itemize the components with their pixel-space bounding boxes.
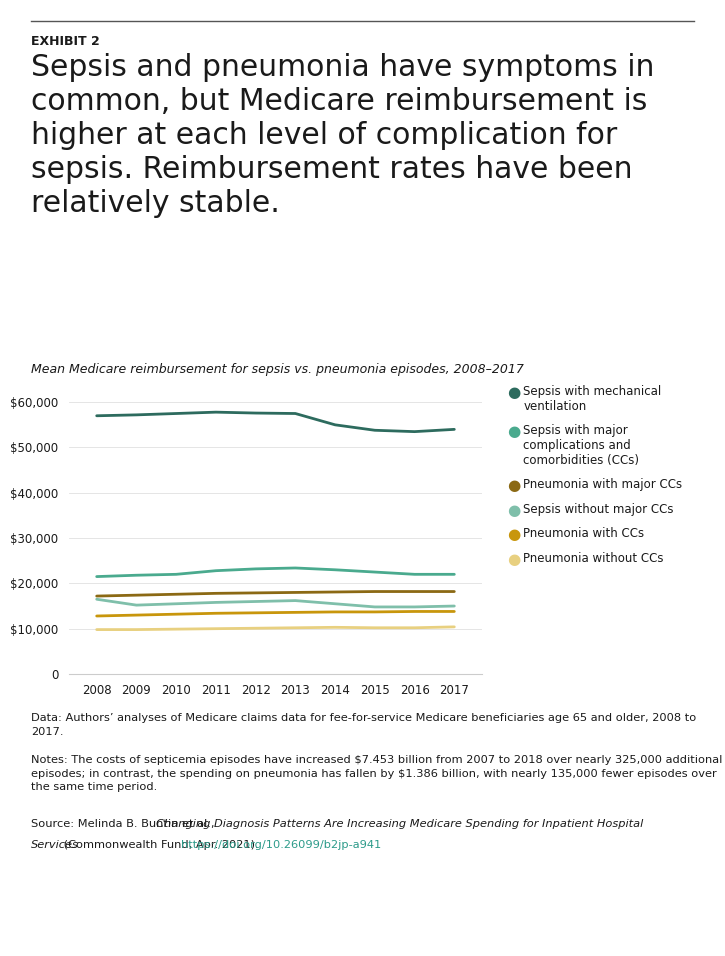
Text: (Commonwealth Fund, Apr. 2021).: (Commonwealth Fund, Apr. 2021). [60, 840, 262, 850]
Text: Data: Authors’ analyses of Medicare claims data for fee-for-service Medicare ben: Data: Authors’ analyses of Medicare clai… [31, 713, 697, 737]
Text: complications and: complications and [523, 440, 631, 452]
Text: ●: ● [507, 528, 521, 542]
Text: Sepsis and pneumonia have symptoms in
common, but Medicare reimbursement is
high: Sepsis and pneumonia have symptoms in co… [31, 53, 655, 218]
Text: Services: Services [31, 840, 79, 850]
Text: Source: Melinda B. Buntin et al.,: Source: Melinda B. Buntin et al., [31, 819, 218, 829]
Text: Pneumonia with CCs: Pneumonia with CCs [523, 528, 645, 540]
Text: ●: ● [507, 479, 521, 493]
Text: Sepsis with major: Sepsis with major [523, 424, 628, 438]
Text: Pneumonia without CCs: Pneumonia without CCs [523, 552, 664, 565]
Text: ventilation: ventilation [523, 401, 587, 413]
Text: EXHIBIT 2: EXHIBIT 2 [31, 35, 100, 49]
Text: ●: ● [507, 424, 521, 440]
Text: https://doi.org/10.26099/b2jp-a941: https://doi.org/10.26099/b2jp-a941 [181, 840, 381, 850]
Text: ●: ● [507, 503, 521, 518]
Text: ●: ● [507, 385, 521, 401]
Text: Sepsis with mechanical: Sepsis with mechanical [523, 385, 662, 399]
Text: comorbidities (CCs): comorbidities (CCs) [523, 454, 639, 467]
Text: Pneumonia with major CCs: Pneumonia with major CCs [523, 479, 682, 491]
Text: Sepsis without major CCs: Sepsis without major CCs [523, 503, 674, 516]
Text: Notes: The costs of septicemia episodes have increased $7.453 billion from 2007 : Notes: The costs of septicemia episodes … [31, 755, 723, 793]
Text: ●: ● [507, 552, 521, 567]
Text: Changing Diagnosis Patterns Are Increasing Medicare Spending for Inpatient Hospi: Changing Diagnosis Patterns Are Increasi… [156, 819, 643, 829]
Text: Mean Medicare reimbursement for sepsis vs. pneumonia episodes, 2008–2017: Mean Medicare reimbursement for sepsis v… [31, 363, 524, 377]
